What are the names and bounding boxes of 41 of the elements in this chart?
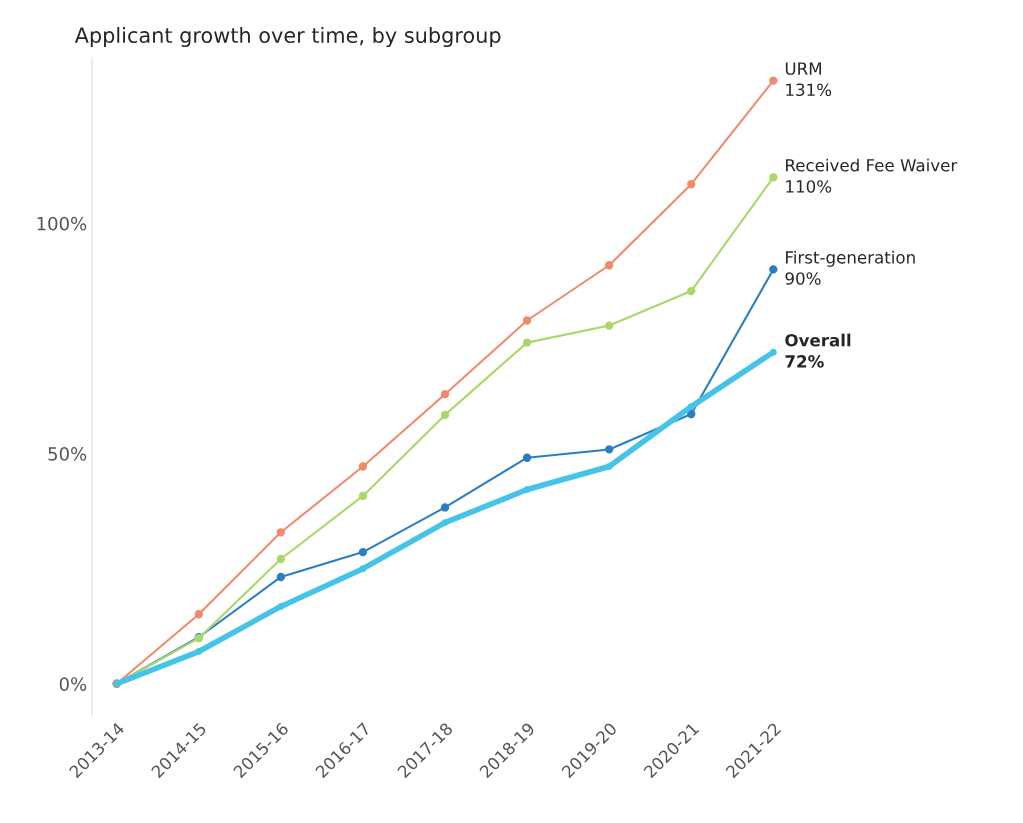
point (522, 316, 532, 325)
point (687, 403, 695, 411)
y-tick-label: 0% (59, 677, 87, 691)
point (195, 648, 203, 656)
point (769, 348, 777, 356)
data-label: 131% (786, 83, 832, 97)
point (769, 173, 778, 182)
point (276, 554, 286, 564)
point (358, 547, 368, 557)
point (604, 261, 614, 270)
point (359, 565, 367, 573)
data-label: 72% (785, 355, 824, 368)
y-tick-label: 100% (37, 216, 87, 231)
point (604, 445, 614, 454)
series-label: URM (785, 62, 821, 75)
point (605, 462, 613, 470)
point (440, 503, 450, 512)
point (523, 486, 531, 493)
point (769, 265, 778, 274)
point (687, 286, 696, 296)
point (358, 462, 368, 471)
point (769, 76, 778, 85)
point (194, 610, 203, 619)
chart-title: Applicant growth over time, by subgroup (74, 26, 501, 48)
point (276, 572, 286, 582)
point (440, 410, 450, 420)
point (522, 453, 532, 462)
point (522, 338, 532, 347)
series-label: Overall (785, 333, 851, 347)
point (441, 519, 449, 527)
point (604, 321, 614, 330)
data-label: 110% (786, 180, 832, 193)
data-label: 90% (785, 272, 821, 285)
point (276, 528, 286, 537)
point (440, 390, 450, 399)
point (358, 491, 368, 501)
series-label: First-generation (786, 250, 915, 267)
point (277, 602, 285, 610)
series-label: Received Fee Waiver (786, 158, 958, 172)
point (687, 180, 696, 189)
y-tick-label: 50% (48, 447, 87, 461)
